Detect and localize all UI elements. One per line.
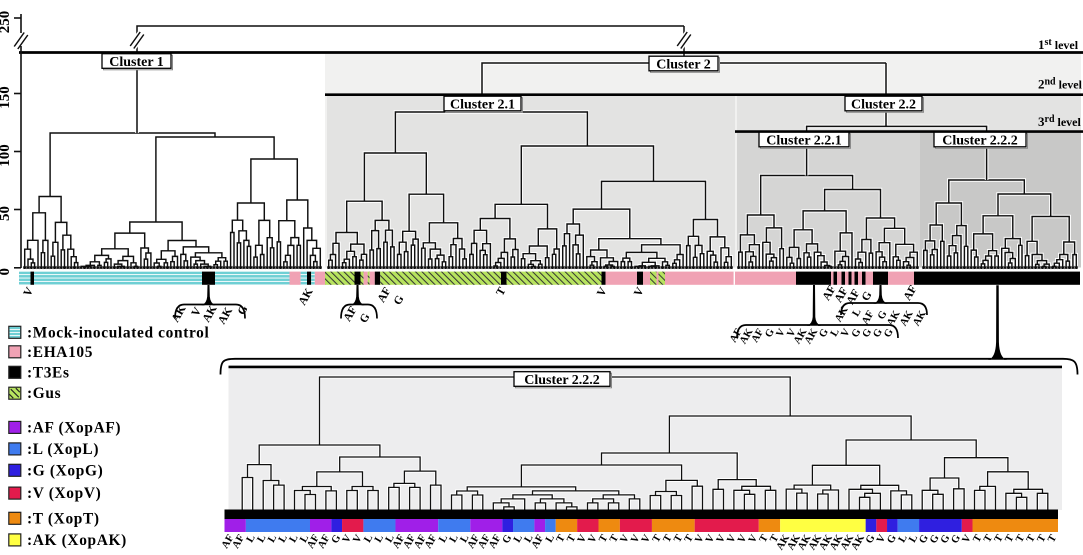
svg-text:T: T (662, 533, 675, 545)
svg-text:L: L (523, 533, 536, 545)
svg-text:L: L (362, 533, 375, 545)
svg-text:T: T (608, 533, 621, 545)
svg-text:Cluster 2.1: Cluster 2.1 (450, 97, 515, 112)
svg-text::EHA105: :EHA105 (27, 344, 93, 361)
svg-text:150: 150 (0, 86, 13, 109)
svg-text:L: L (448, 533, 461, 545)
svg-text:L: L (829, 327, 842, 339)
svg-text:T: T (683, 533, 696, 545)
svg-text:L: L (384, 533, 397, 545)
svg-text:Cluster 1: Cluster 1 (109, 55, 164, 70)
svg-text:T: T (651, 533, 664, 545)
svg-text::Gus: :Gus (27, 385, 61, 402)
svg-text:L: L (255, 533, 268, 545)
svg-text::V (XopV): :V (XopV) (27, 485, 101, 502)
svg-text:L: L (851, 307, 864, 319)
svg-text:Cluster 2.2: Cluster 2.2 (851, 97, 916, 112)
svg-text:L: L (266, 533, 279, 545)
svg-text:T: T (565, 533, 578, 545)
svg-text:T: T (1014, 533, 1027, 545)
svg-text::G (XopG): :G (XopG) (27, 462, 103, 479)
svg-text:T: T (1025, 533, 1038, 545)
svg-text:T: T (1036, 533, 1049, 545)
svg-text:L: L (512, 533, 525, 545)
svg-text:Cluster 2.2.1: Cluster 2.2.1 (766, 133, 842, 148)
svg-text::L (XopL): :L (XopL) (27, 441, 99, 458)
svg-text:2nd level: 2nd level (1038, 77, 1083, 92)
svg-text:T: T (993, 533, 1006, 545)
svg-text:T: T (597, 533, 610, 545)
svg-text::AK (XopAK): :AK (XopAK) (27, 532, 127, 549)
svg-text:T: T (768, 533, 781, 545)
svg-text:Cluster 2.2.2: Cluster 2.2.2 (524, 373, 600, 388)
svg-text:L: L (298, 533, 311, 545)
svg-text:L: L (897, 533, 910, 545)
svg-text:T: T (971, 533, 984, 545)
svg-text:L: L (373, 533, 386, 545)
svg-text:L: L (277, 533, 290, 545)
svg-text::AF (XopAF): :AF (XopAF) (27, 419, 121, 436)
svg-text:T: T (982, 533, 995, 545)
svg-text:L: L (544, 533, 557, 545)
svg-text::T (XopT): :T (XopT) (27, 510, 100, 527)
svg-text:Cluster 2.2.2: Cluster 2.2.2 (942, 133, 1018, 148)
svg-text:1st level: 1st level (1038, 37, 1079, 52)
svg-text:100: 100 (0, 144, 13, 167)
svg-text:L: L (245, 533, 258, 545)
svg-text:T: T (555, 533, 568, 545)
svg-text:L: L (288, 533, 301, 545)
svg-text:L: L (437, 533, 450, 545)
svg-text:L: L (907, 533, 920, 545)
svg-text::Mock-inoculated control: :Mock-inoculated control (27, 324, 210, 341)
svg-text::T3Es: :T3Es (27, 364, 70, 381)
svg-text:250: 250 (0, 11, 13, 34)
svg-text:50: 50 (0, 206, 13, 221)
svg-text:T: T (758, 533, 771, 545)
svg-text:T: T (1046, 533, 1059, 545)
svg-text:T: T (672, 533, 685, 545)
svg-text:L: L (458, 533, 471, 545)
svg-text:Cluster 2: Cluster 2 (656, 57, 711, 72)
svg-text:0: 0 (0, 268, 13, 276)
svg-text:T: T (1003, 533, 1016, 545)
